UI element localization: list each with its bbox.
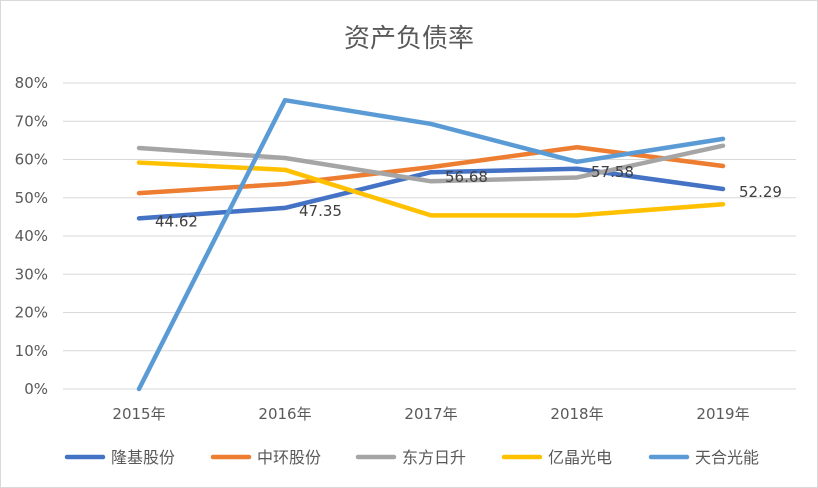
y-tick-label: 50% — [15, 189, 48, 207]
data-labels: 44.62 47.35 56.68 57.58 52.29 — [155, 163, 782, 231]
series-line-东方日升 — [136, 143, 726, 184]
data-label: 47.35 — [299, 202, 342, 220]
y-tick-label: 70% — [15, 112, 48, 130]
y-tick-label: 60% — [15, 151, 48, 169]
x-axis-ticks: 2015年 2016年 2017年 2018年 2019年 — [112, 405, 749, 423]
data-label: 52.29 — [739, 183, 782, 201]
legend-label: 天合光能 — [695, 448, 759, 467]
x-tick-label: 2016年 — [258, 405, 311, 423]
data-label: 56.68 — [445, 168, 488, 186]
y-tick-label: 20% — [15, 304, 48, 322]
data-label: 44.62 — [155, 212, 198, 230]
y-axis-ticks: 0% 10% 20% 30% 40% 50% 60% 70% 80% — [15, 74, 48, 398]
legend-label: 东方日升 — [402, 448, 466, 467]
series-lines — [136, 97, 726, 392]
series-line-天合光能 — [136, 97, 726, 392]
y-tick-label: 40% — [15, 227, 48, 245]
x-tick-label: 2017年 — [404, 405, 457, 423]
legend-label: 隆基股份 — [111, 448, 175, 467]
legend-label: 亿晶光电 — [548, 448, 612, 467]
y-tick-label: 0% — [24, 380, 48, 398]
y-tick-label: 80% — [15, 74, 48, 92]
y-tick-label: 30% — [15, 265, 48, 283]
y-tick-label: 10% — [15, 342, 48, 360]
legend: 隆基股份 中环股份 东方日升 亿晶光电 天合光能 — [64, 448, 759, 467]
x-tick-label: 2015年 — [112, 405, 165, 423]
x-tick-label: 2018年 — [550, 405, 603, 423]
series-line-亿晶光电 — [136, 160, 726, 218]
chart-title: 资产负债率 — [344, 24, 474, 54]
x-tick-label: 2019年 — [696, 405, 749, 423]
gridlines — [63, 82, 796, 390]
legend-label: 中环股份 — [257, 448, 321, 467]
series-line-隆基股份 — [136, 166, 726, 221]
data-label: 57.58 — [591, 163, 634, 181]
